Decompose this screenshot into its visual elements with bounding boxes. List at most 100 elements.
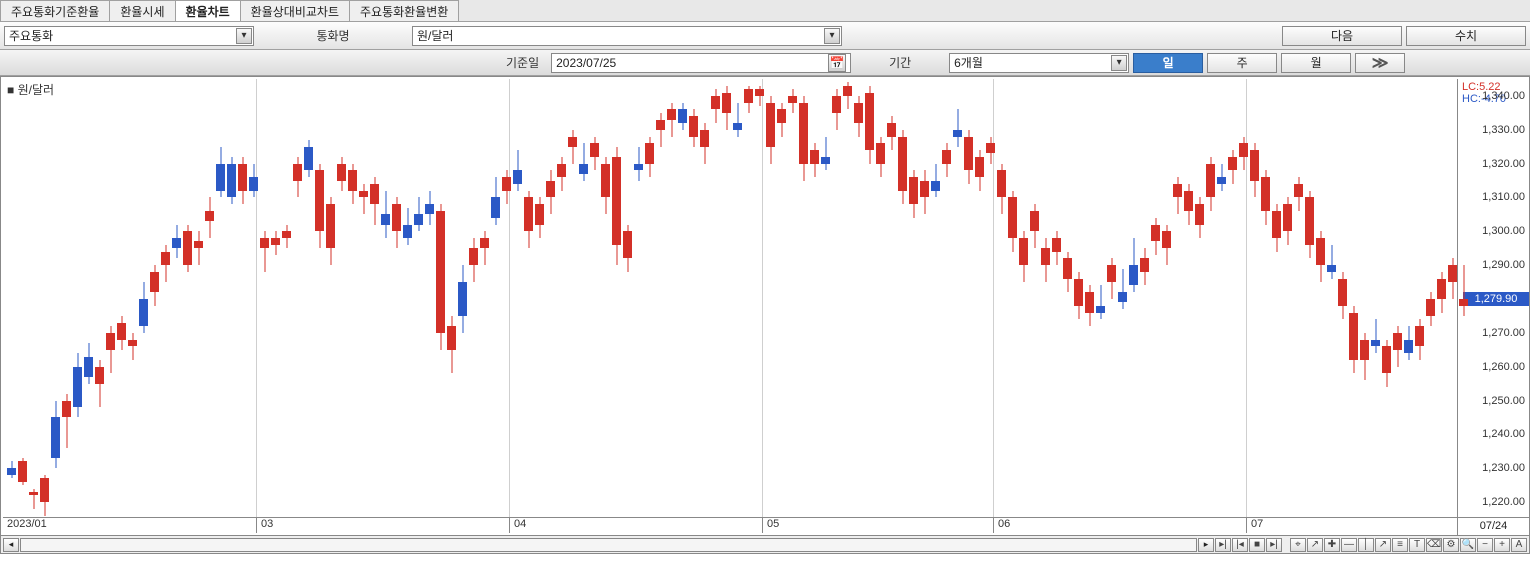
- candle: [1448, 79, 1457, 519]
- candle: [1019, 79, 1028, 519]
- play-start-icon[interactable]: ▸|: [1215, 538, 1231, 552]
- candle: [931, 79, 940, 519]
- tool-2-icon[interactable]: ↗: [1307, 538, 1323, 552]
- tab-1[interactable]: 환율시세: [109, 0, 175, 21]
- candle: [656, 79, 665, 519]
- candle: [1107, 79, 1116, 519]
- candle: [1206, 79, 1215, 519]
- candle: [1272, 79, 1281, 519]
- candle: [271, 79, 280, 519]
- candle: [1184, 79, 1193, 519]
- tool-fib-icon[interactable]: ≡: [1392, 538, 1408, 552]
- tool-text-icon[interactable]: T: [1409, 538, 1425, 552]
- scrollbar-track[interactable]: [20, 538, 1197, 552]
- candle: [95, 79, 104, 519]
- scroll-left-icon[interactable]: ◂: [3, 538, 19, 552]
- y-tick-label: 1,240.00: [1482, 428, 1525, 440]
- candle: [161, 79, 170, 519]
- mode-a-icon[interactable]: A: [1511, 538, 1527, 552]
- tool-settings-icon[interactable]: ⚙: [1443, 538, 1459, 552]
- candle: [1030, 79, 1039, 519]
- candle: [788, 79, 797, 519]
- period-value: 6개월: [954, 54, 983, 71]
- candle: [1415, 79, 1424, 519]
- candle: [557, 79, 566, 519]
- tab-0[interactable]: 주요통화기준환율: [0, 0, 110, 21]
- candle: [414, 79, 423, 519]
- candle: [447, 79, 456, 519]
- candle: [799, 79, 808, 519]
- y-tick-label: 1,260.00: [1482, 361, 1525, 373]
- value-button[interactable]: 수치: [1406, 26, 1526, 46]
- candle: [755, 79, 764, 519]
- dropdown-icon[interactable]: [236, 28, 252, 44]
- candle: [645, 79, 654, 519]
- candle: [821, 79, 830, 519]
- candle: [359, 79, 368, 519]
- zoom-icon[interactable]: 🔍: [1460, 538, 1476, 552]
- candle: [326, 79, 335, 519]
- candle: [7, 79, 16, 519]
- next-button[interactable]: 다음: [1282, 26, 1402, 46]
- candle: [579, 79, 588, 519]
- candle: [1063, 79, 1072, 519]
- candle: [491, 79, 500, 519]
- candle: [1371, 79, 1380, 519]
- base-date-input[interactable]: 2023/07/25 📅: [551, 53, 851, 73]
- dropdown-icon[interactable]: [824, 28, 840, 44]
- candle: [469, 79, 478, 519]
- candle: [920, 79, 929, 519]
- candle: [1239, 79, 1248, 519]
- dropdown-icon[interactable]: [1111, 55, 1127, 71]
- toolbar-options: 기준일 2023/07/25 📅 기간 6개월 일 주 월 ≫: [0, 50, 1530, 76]
- tab-2[interactable]: 환율차트: [175, 0, 241, 21]
- candle: [975, 79, 984, 519]
- candle: [62, 79, 71, 519]
- candle: [612, 79, 621, 519]
- tab-4[interactable]: 주요통화환율변환: [349, 0, 459, 21]
- zoom-out-icon[interactable]: −: [1477, 538, 1493, 552]
- period-combo[interactable]: 6개월: [949, 53, 1129, 73]
- candle: [304, 79, 313, 519]
- tool-trend-icon[interactable]: ↗: [1375, 538, 1391, 552]
- tool-vline-icon[interactable]: │: [1358, 538, 1374, 552]
- candle: [293, 79, 302, 519]
- tab-3[interactable]: 환율상대비교차트: [240, 0, 350, 21]
- month-button[interactable]: 월: [1281, 53, 1351, 73]
- tool-erase-icon[interactable]: ⌫: [1426, 538, 1442, 552]
- candle: [777, 79, 786, 519]
- candle: [634, 79, 643, 519]
- scroll-right-icon[interactable]: ▸: [1198, 538, 1214, 552]
- prev-icon[interactable]: |◂: [1232, 538, 1248, 552]
- tabs-bar: 주요통화기준환율 환율시세 환율차트 환율상대비교차트 주요통화환율변환: [0, 0, 1530, 22]
- zoom-in-icon[interactable]: +: [1494, 538, 1510, 552]
- candle: [997, 79, 1006, 519]
- candle: [700, 79, 709, 519]
- y-tick-label: 1,310.00: [1482, 191, 1525, 203]
- week-button[interactable]: 주: [1207, 53, 1277, 73]
- candle: [1360, 79, 1369, 519]
- tool-crosshair-icon[interactable]: ✚: [1324, 538, 1340, 552]
- category-combo[interactable]: 주요통화: [4, 26, 254, 46]
- toolbar-top: 주요통화 통화명 원/달러 다음 수치: [0, 22, 1530, 50]
- candle: [678, 79, 687, 519]
- currency-pair-value: 원/달러: [417, 27, 453, 44]
- stop-icon[interactable]: ■: [1249, 538, 1265, 552]
- candle: [513, 79, 522, 519]
- candle: [18, 79, 27, 519]
- day-button[interactable]: 일: [1133, 53, 1203, 73]
- tool-hline-icon[interactable]: —: [1341, 538, 1357, 552]
- tool-1-icon[interactable]: ⌖: [1290, 538, 1306, 552]
- currency-pair-combo[interactable]: 원/달러: [412, 26, 842, 46]
- chart-canvas[interactable]: [3, 79, 1455, 519]
- candle: [1261, 79, 1270, 519]
- go-button[interactable]: ≫: [1355, 53, 1405, 73]
- last-price-tag: 1,279.90: [1463, 292, 1529, 306]
- candle: [480, 79, 489, 519]
- candle: [1074, 79, 1083, 519]
- candle: [260, 79, 269, 519]
- calendar-icon[interactable]: 📅: [828, 54, 846, 72]
- candle: [1338, 79, 1347, 519]
- next-icon[interactable]: ▸|: [1266, 538, 1282, 552]
- candle: [590, 79, 599, 519]
